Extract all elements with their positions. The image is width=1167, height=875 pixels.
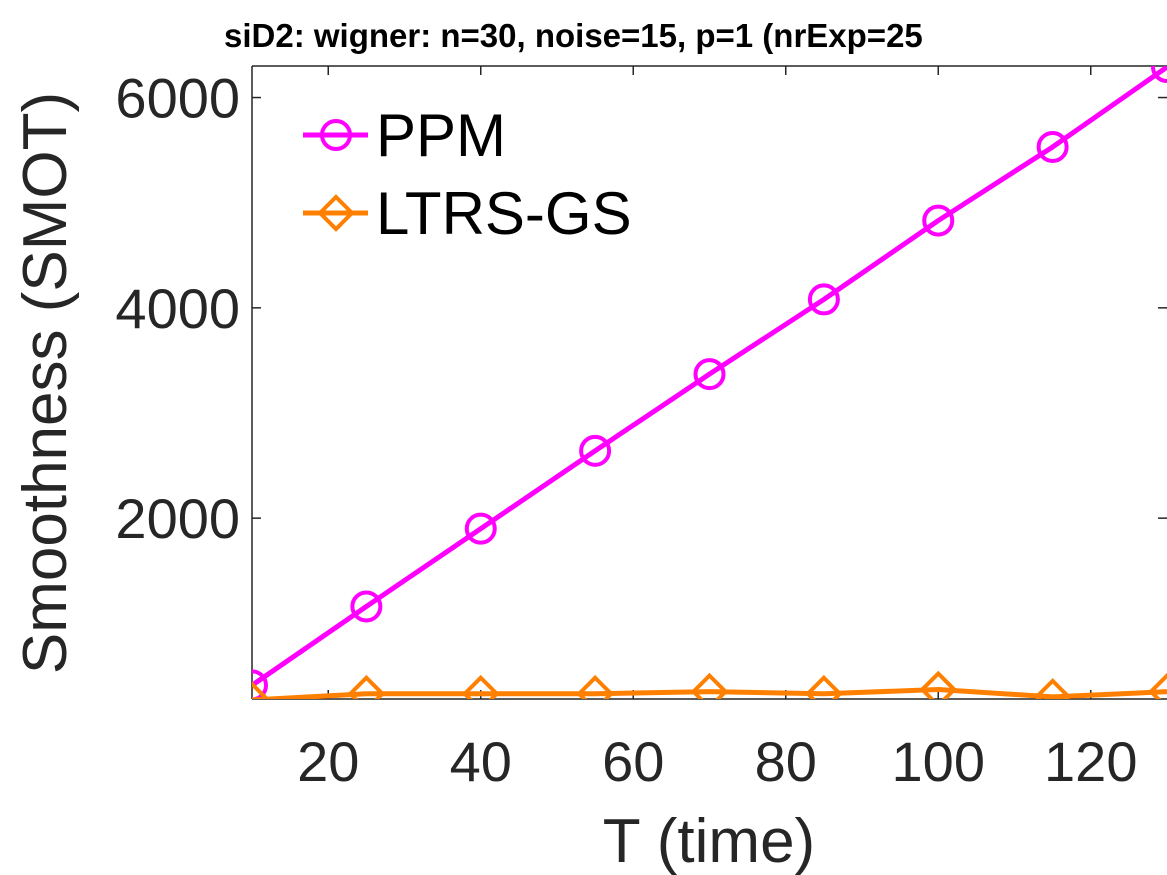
y-tick-label: 2000 — [115, 487, 240, 550]
legend-label: PPM — [376, 102, 506, 169]
data-point-ltrs-gs — [1148, 672, 1167, 699]
x-tick-label: 120 — [1044, 730, 1137, 793]
data-point-ppm — [807, 283, 840, 316]
legend-item-ltrs-gs: LTRS-GS — [303, 180, 632, 247]
legend-swatch-marker — [320, 119, 352, 151]
series-line-ltrs-gs — [252, 687, 1167, 699]
data-point-ltrs-gs — [1033, 678, 1072, 699]
x-tick-label: 60 — [602, 730, 664, 793]
series-line-ppm — [252, 66, 1167, 688]
x-tick-label: 20 — [297, 730, 359, 793]
y-tick-label: 6000 — [115, 67, 240, 130]
legend-label: LTRS-GS — [376, 180, 632, 247]
series-layer — [252, 66, 1167, 699]
data-point-ltrs-gs — [576, 674, 614, 699]
data-point-ppm — [922, 204, 955, 237]
data-point-ltrs-gs — [347, 674, 386, 699]
x-axis-label: T (time) — [603, 807, 815, 875]
x-tick-label: 100 — [892, 730, 985, 793]
legend: PPM LTRS-GS — [303, 102, 632, 247]
data-point-ltrs-gs — [805, 674, 843, 699]
y-ticks: 2000 4000 6000 — [115, 67, 1167, 550]
data-point-ppm — [1151, 66, 1167, 84]
data-point-ltrs-gs — [252, 681, 270, 699]
data-point-ppm — [579, 434, 612, 467]
data-point-ppm — [350, 590, 383, 623]
data-point-ltrs-gs — [690, 672, 729, 699]
chart-title: siD2: wigner: n=30, noise=15, p=1 (nrExp… — [224, 17, 923, 54]
legend-item-ppm: PPM — [303, 102, 506, 169]
series-ppm — [252, 66, 1167, 699]
x-tick-label: 40 — [450, 730, 512, 793]
data-point-ppm — [693, 358, 726, 391]
x-ticks: 20 40 60 80 100 120 — [297, 66, 1137, 793]
data-point-ppm — [464, 512, 497, 545]
axes — [251, 65, 1167, 700]
data-point-ppm — [252, 669, 268, 699]
data-point-ltrs-gs — [919, 670, 958, 699]
series-ltrs-gs — [252, 670, 1167, 699]
data-point-ppm — [1036, 130, 1069, 163]
y-tick-label: 4000 — [115, 277, 240, 340]
data-point-ltrs-gs — [461, 674, 500, 699]
x-tick-label: 80 — [755, 730, 817, 793]
y-axis-label: Smoothness (SMOT) — [11, 92, 80, 674]
legend-swatch-marker — [317, 194, 355, 232]
